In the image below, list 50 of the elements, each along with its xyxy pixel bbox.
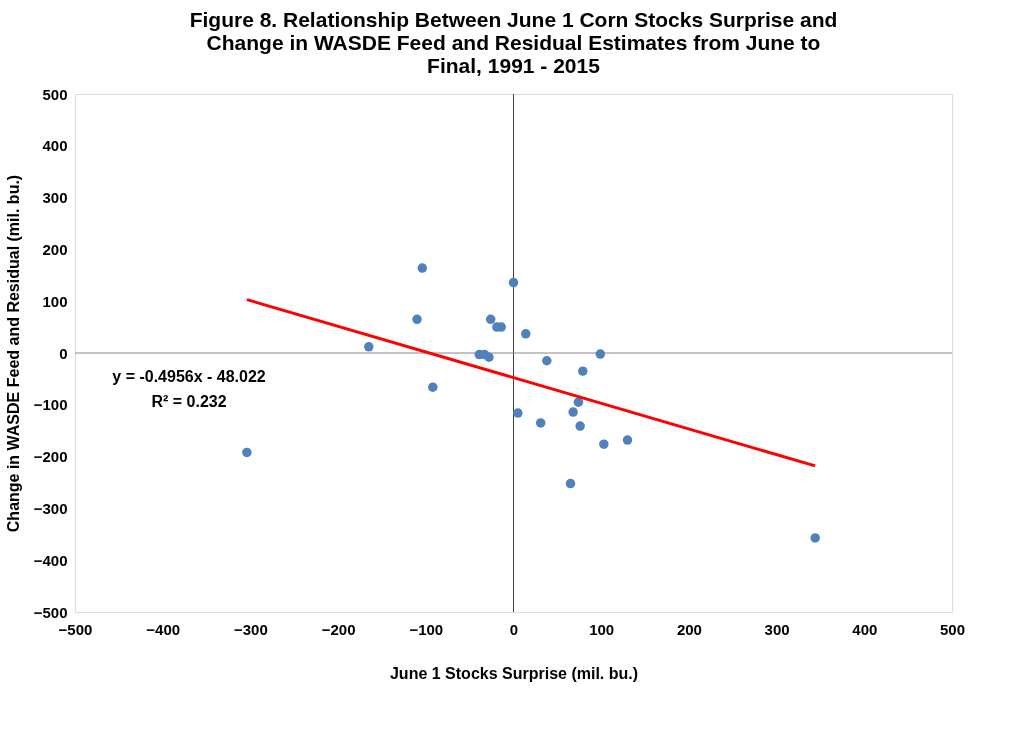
x-tick-label: 100 bbox=[589, 620, 615, 638]
x-tick-label: 300 bbox=[764, 620, 790, 638]
point bbox=[428, 382, 438, 392]
y-tick-label: 0 bbox=[59, 344, 68, 362]
point bbox=[513, 408, 523, 418]
x-tick-label: 400 bbox=[852, 620, 878, 638]
point bbox=[622, 435, 633, 445]
point bbox=[521, 329, 531, 339]
x-tick-label: −200 bbox=[321, 620, 356, 638]
annotation: y = -0.4956x - 48.022 bbox=[112, 368, 266, 385]
point bbox=[575, 421, 585, 431]
point bbox=[485, 314, 496, 325]
point bbox=[810, 533, 820, 543]
y-axis-title: Change in WASDE Feed and Residual (mil. bu.) bbox=[4, 174, 22, 533]
x-tick-label: −400 bbox=[146, 620, 181, 638]
x-tick-label: 0 bbox=[509, 620, 519, 638]
y-tick-label: 200 bbox=[42, 240, 68, 258]
x-tick-label: −300 bbox=[234, 620, 268, 638]
point bbox=[364, 342, 374, 352]
text: Figure 8. Relationship Between June 1 Corn Stocks Surprise and bbox=[189, 8, 838, 31]
annotation: R² = 0.232 bbox=[151, 393, 227, 410]
point bbox=[565, 478, 576, 489]
point bbox=[484, 352, 494, 362]
point bbox=[412, 314, 422, 325]
point bbox=[242, 447, 252, 458]
text: Change in WASDE Feed and Residual Estimates from June to bbox=[206, 31, 821, 54]
x-tick-label: 500 bbox=[939, 620, 966, 638]
y-tick-label: −500 bbox=[33, 603, 68, 621]
y-tick-label: −200 bbox=[33, 448, 68, 466]
point bbox=[542, 356, 552, 366]
y-tick-label: −100 bbox=[33, 396, 68, 414]
y-tick-label: 100 bbox=[42, 292, 68, 310]
point bbox=[568, 407, 578, 417]
y-tick-label: 500 bbox=[42, 85, 68, 103]
point bbox=[535, 418, 546, 428]
point bbox=[573, 397, 584, 407]
point bbox=[578, 366, 588, 376]
point bbox=[595, 349, 606, 359]
y-tick-label: 300 bbox=[42, 189, 68, 207]
x-axis-title: June 1 Stocks Surprise (mil. bu.) bbox=[389, 664, 639, 682]
y-tick-label: −400 bbox=[33, 551, 68, 569]
x-tick-label: −100 bbox=[409, 620, 444, 638]
point bbox=[508, 277, 519, 288]
x-tick-label: 200 bbox=[676, 620, 702, 638]
x-tick-label: −500 bbox=[58, 620, 93, 638]
point bbox=[417, 263, 428, 273]
text: Final, 1991 - 2015 bbox=[427, 54, 600, 77]
y-tick-label: 400 bbox=[42, 137, 68, 155]
y-tick-label: −300 bbox=[33, 499, 68, 517]
point bbox=[599, 439, 609, 449]
